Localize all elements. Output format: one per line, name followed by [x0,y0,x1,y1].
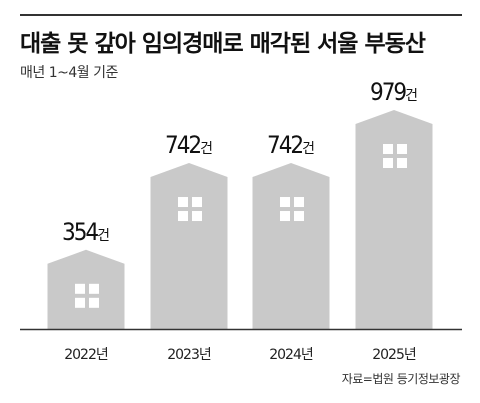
data-label: 742건 [267,131,315,159]
window-icon [89,283,99,294]
window-icon [280,197,290,208]
window-icon [383,158,393,168]
window-icon [192,211,202,222]
window-icon [178,211,188,222]
top-rule [20,14,462,16]
window-icon [383,144,393,154]
x-tick-label: 2023년 [167,347,211,363]
window-icon [294,197,304,208]
chart-subtitle: 매년 1~4월 기준 [20,65,118,81]
bar-building-2024년 [252,163,330,329]
x-tick-label: 2024년 [269,347,313,363]
window-icon [280,211,290,222]
x-tick-label: 2022년 [64,347,108,363]
window-icon [178,197,188,208]
data-label: 979건 [370,78,418,106]
window-icon [294,211,304,222]
chart-title: 대출 못 갚아 임의경매로 매각된 서울 부동산 [20,31,426,57]
bar-building-2025년 [355,110,433,329]
window-icon [89,297,99,308]
data-label: 354건 [62,218,110,246]
bar-building-2023년 [150,163,228,329]
window-icon [192,197,202,208]
source-note: 자료=법원 등기정보광장 [341,372,461,386]
data-label: 742건 [165,131,213,159]
bar-building-2022년 [47,249,125,329]
window-icon [75,283,85,294]
window-icon [75,297,85,308]
window-icon [397,144,407,154]
x-tick-label: 2025년 [372,347,416,363]
window-icon [397,158,407,168]
